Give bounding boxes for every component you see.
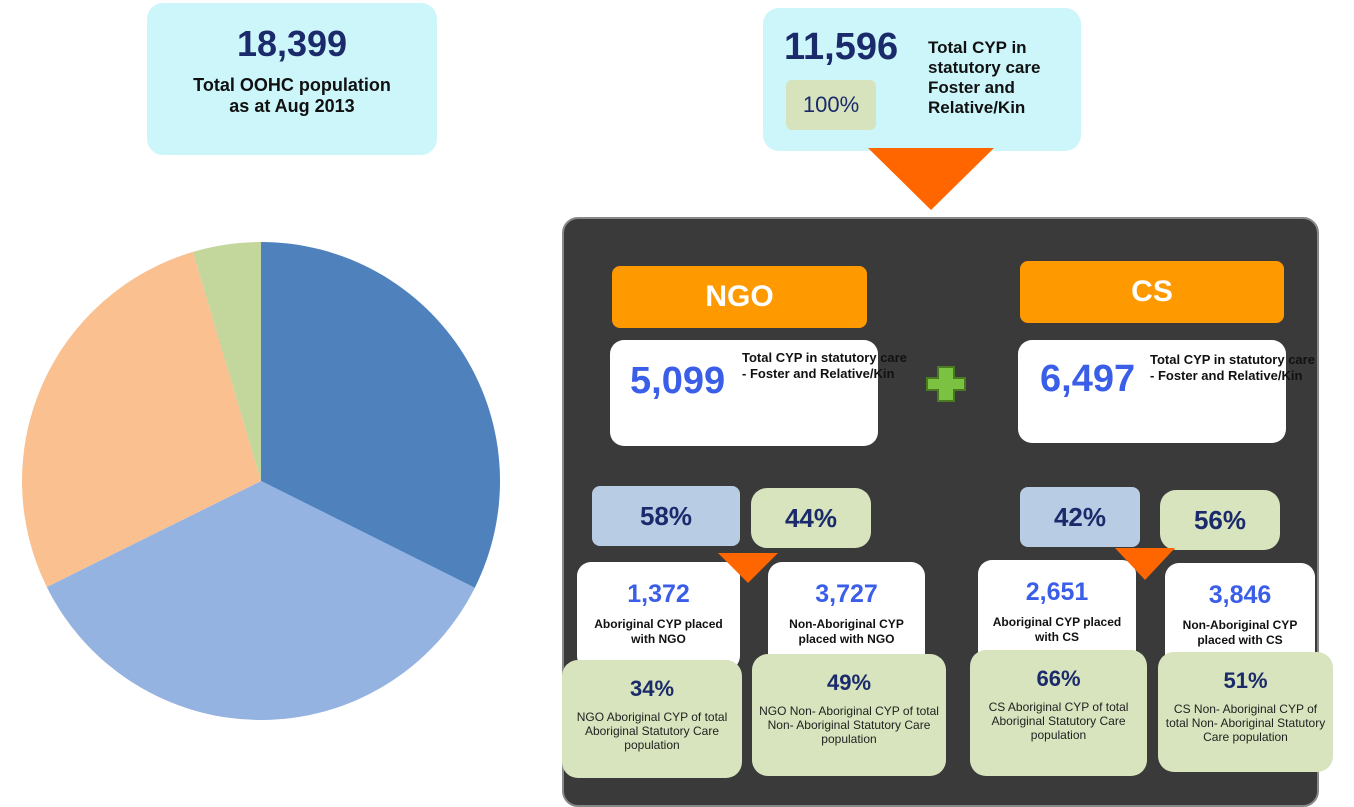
- slice-value: 5,957: [363, 465, 453, 513]
- group-header: NGO: [612, 266, 867, 328]
- pie-slice: [46, 481, 475, 720]
- group-total-box: [1018, 340, 1286, 443]
- pct-value: 66%: [1036, 666, 1081, 691]
- arrow: [868, 148, 994, 210]
- group-total: 5,099: [630, 360, 726, 402]
- share: 56%: [1160, 490, 1280, 550]
- share: 58%: [592, 486, 740, 546]
- group-total: 6,497: [1040, 358, 1136, 400]
- share: 44%: [751, 488, 871, 548]
- pct-value: 34%: [629, 676, 675, 701]
- statutory-label: Total CYP in statutory care Foster and R…: [928, 38, 1041, 117]
- pct-value: 51%: [1223, 668, 1268, 693]
- pct-box: 66% CS Aboriginal CYP of total Aboriginal…: [970, 650, 1147, 776]
- group-total-label: Total CYP in statutory care - Foster and…: [1150, 352, 1315, 383]
- pct-box: 49% NGO Non- Aboriginal CYP of total Non-…: [752, 654, 946, 776]
- group-header: CS: [1020, 261, 1284, 323]
- item-value: 3,846: [1208, 581, 1272, 609]
- page: { "chart_data": { "type": "pie", "catego…: [22, 3, 1333, 807]
- total-value: 18,399: [236, 23, 348, 64]
- slice-label: Other: [189, 289, 230, 306]
- pct-label: CS Non- Aboriginal CYP of total Non- Abo…: [1165, 702, 1326, 744]
- item-label: Aboriginal CYP placed with NGO: [594, 617, 723, 646]
- pct-value: 49%: [826, 670, 872, 695]
- pct-box: 34% NGO Aboriginal CYP of total Aborigina…: [562, 660, 742, 778]
- slice-label: CS statutory care - Foster and Relative/…: [143, 544, 327, 581]
- slice-value: 5,099: [90, 405, 182, 453]
- slice-value: 6,497: [213, 612, 307, 662]
- item-value: 3,727: [815, 580, 878, 608]
- statutory-value: 11,596: [784, 26, 899, 68]
- item-value: 2,651: [1025, 578, 1089, 606]
- pct-label: NGO Non- Aboriginal CYP of total Non- Ab…: [759, 704, 939, 746]
- group-total-label: Total CYP in statutory care - Foster and…: [742, 350, 907, 381]
- plus-icon: [926, 366, 966, 402]
- item-label: Aboriginal CYP placed with CS: [992, 615, 1122, 644]
- item-value: 1,372: [627, 580, 690, 608]
- slice-label: NGO: [113, 378, 149, 395]
- item-box: 1,372 Aboriginal CYP placed with NGO: [577, 562, 740, 670]
- pct-label: CS Aboriginal CYP of total Aboriginal St…: [988, 700, 1129, 742]
- share: 42%: [1020, 487, 1140, 547]
- item-box: 3,727 Non-Aboriginal CYP placed with NGO: [768, 562, 925, 670]
- pct-label: NGO Aboriginal CYP of total Aboriginal S…: [576, 710, 728, 752]
- statutory-percent: 100%: [786, 80, 876, 130]
- pct-box: 51% CS Non- Aboriginal CYP of total Non- …: [1158, 652, 1333, 772]
- slice-value: 846: [180, 318, 268, 364]
- item-label: Non-Aboriginal CYP placed with NGO: [789, 617, 904, 646]
- slice-label: CS - Statutory Other and Supported care: [287, 391, 463, 428]
- total-label: Total OOHC population as at Aug 2013: [193, 75, 391, 116]
- group-total-box: [610, 340, 878, 446]
- total-box: 18,399 Total OOHC population as at Aug 2…: [147, 3, 437, 155]
- item-label: Non-Aboriginal CYP placed with CS: [1182, 618, 1298, 647]
